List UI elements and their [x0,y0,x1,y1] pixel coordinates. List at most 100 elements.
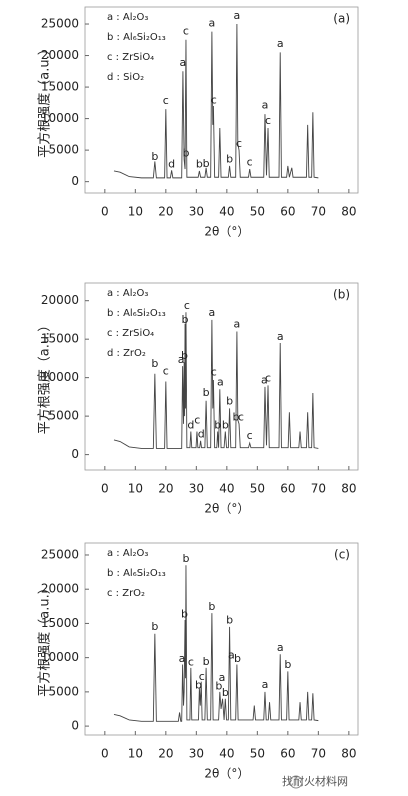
x-axis-label: 2θ（°） [204,225,249,239]
peak-label: c [238,411,244,424]
panel-label: (b) [333,288,350,302]
xrd-trace [113,565,319,722]
x-tick-label: 80 [341,482,356,496]
peak-label: b [182,552,189,565]
peak-label: a [178,353,185,366]
peak-label: a [180,56,187,69]
peak-label: a [209,306,216,319]
peak-label: d [168,158,175,171]
y-tick-label: 20000 [41,582,79,596]
y-tick-label: 10000 [41,650,79,664]
x-tick-label: 70 [311,205,326,219]
x-tick-label: 50 [250,205,265,219]
legend-entry: a : Al₂O₃ [107,12,148,23]
peak-label: b [208,600,215,613]
peak-label: b [203,386,210,399]
plot-frame [84,282,359,471]
x-tick-label: 60 [280,482,295,496]
watermark-icon [289,775,303,789]
peak-label: b [284,658,291,671]
y-axis-label: 平方根强度（a.u.） [37,42,53,157]
peak-label: b [232,411,239,424]
x-tick-label: 20 [158,747,173,761]
x-tick-label: 40 [219,747,234,761]
legend-entry: d : ZrO₂ [107,348,146,359]
peak-label: b [151,357,158,370]
peak-label: a [209,16,216,29]
x-tick-label: 50 [250,482,265,496]
panel-label: (c) [334,548,350,562]
x-tick-label: 30 [189,747,204,761]
y-tick-label: 10000 [41,111,79,125]
peak-label: b [196,158,203,171]
peak-label: d [198,428,205,441]
peak-label: a [234,9,241,22]
legend-entry: c : ZrO₂ [107,588,145,599]
y-axis-label: 平方根强度（a.u.） [37,581,53,696]
peak-label: a [262,678,269,691]
peak-label: a [234,318,241,331]
peak-label: c [183,25,189,38]
peak-label: d [187,418,194,431]
y-tick-label: 25000 [41,547,79,561]
peak-label: b [226,395,233,408]
x-tick-label: 60 [280,205,295,219]
peak-label: c [163,94,169,107]
x-tick-label: 0 [101,747,109,761]
peak-label: b [222,686,229,699]
y-tick-label: 5000 [48,684,79,698]
peak-label: a [228,649,235,662]
y-tick-label: 10000 [41,370,79,384]
legend-entry: b : Al₆Si₂O₁₃ [107,568,166,579]
x-tick-label: 20 [158,205,173,219]
peak-label: b [181,608,188,621]
peak-label: b [195,679,202,692]
legend-entry: a : Al₂O₃ [107,548,148,559]
peak-label: b [222,418,229,431]
peak-label: a [217,375,224,388]
xrd-trace [113,312,319,449]
peak-label: b [182,313,189,326]
x-tick-label: 40 [219,482,234,496]
legend-entry: a : Al₂O₃ [107,288,148,299]
peak-label: b [151,620,158,633]
peak-label: a [179,652,186,665]
x-tick-label: 40 [219,205,234,219]
peak-label: b [203,655,210,668]
panel-label: (a) [333,12,350,26]
x-tick-label: 60 [280,747,295,761]
peak-label: b [181,349,188,362]
x-tick-label: 10 [128,482,143,496]
peak-label: c [247,156,253,169]
watermark: 找耐火材料网 [282,774,348,788]
y-axis-label: 平方根强度（a.u.） [37,319,53,434]
peak-label: c [194,414,200,427]
peak-label: c [199,670,205,683]
plot-frame [84,6,359,194]
y-tick-label: 15000 [41,80,79,94]
y-tick-label: 25000 [41,17,79,31]
x-tick-label: 80 [341,747,356,761]
peak-label: c [211,365,217,378]
peak-label: b [226,614,233,627]
x-tick-label: 30 [189,482,204,496]
x-tick-label: 0 [101,482,109,496]
y-tick-label: 15000 [41,616,79,630]
peak-label: c [265,114,271,127]
y-tick-label: 5000 [48,143,79,157]
peak-label: b [234,652,241,665]
peak-label: b [203,157,210,170]
peak-label: a [277,37,284,50]
y-tick-label: 5000 [48,409,79,423]
y-tick-label: 0 [71,719,79,733]
x-axis-label: 2θ（°） [204,502,249,516]
legend-entry: c : ZrSiO₄ [107,328,154,339]
peak-label: b [214,418,221,431]
peak-label: c [188,655,194,668]
x-tick-label: 10 [128,747,143,761]
peak-label: b [151,150,158,163]
peak-label: b [215,679,222,692]
y-tick-label: 20000 [41,293,79,307]
